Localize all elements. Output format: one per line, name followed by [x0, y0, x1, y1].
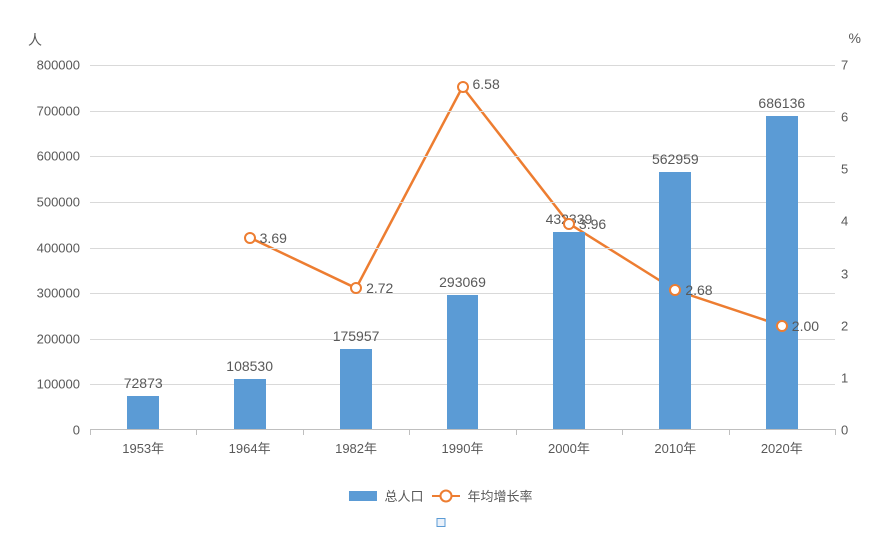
xtick-mark	[622, 429, 623, 435]
legend: 总人口 年均增长率	[348, 486, 532, 505]
bar	[766, 116, 798, 429]
legend-line-label: 年均增长率	[468, 486, 533, 505]
gridline	[90, 202, 835, 203]
gridline	[90, 111, 835, 112]
ytick-right: 7	[841, 58, 881, 73]
xtick-label: 1990年	[442, 438, 484, 457]
xtick-label: 1982年	[335, 438, 377, 457]
gridline	[90, 248, 835, 249]
xtick-mark	[303, 429, 304, 435]
line-value-label: 2.00	[792, 318, 819, 334]
legend-bar-swatch	[348, 491, 376, 501]
xtick-label: 1953年	[122, 438, 164, 457]
ytick-right: 4	[841, 214, 881, 229]
plot-area: 0100000200000300000400000500000600000700…	[90, 65, 835, 430]
xtick-mark	[729, 429, 730, 435]
xtick-mark	[835, 429, 836, 435]
gridline	[90, 156, 835, 157]
line-value-label: 3.96	[579, 216, 606, 232]
legend-line-swatch	[432, 489, 460, 503]
xtick-mark	[516, 429, 517, 435]
line-value-label: 6.58	[473, 76, 500, 92]
bar	[447, 295, 479, 429]
right-axis-title: %	[849, 30, 861, 46]
gridline	[90, 293, 835, 294]
ytick-left: 400000	[0, 240, 80, 255]
line-marker	[457, 81, 469, 93]
bar-value-label: 72873	[124, 375, 163, 391]
xtick-label: 2010年	[654, 438, 696, 457]
bar-value-label: 108530	[226, 358, 273, 374]
bar	[553, 232, 585, 429]
ytick-right: 3	[841, 266, 881, 281]
line-marker	[563, 218, 575, 230]
left-axis-title: 人	[28, 30, 42, 50]
xtick-mark	[196, 429, 197, 435]
ytick-left: 500000	[0, 194, 80, 209]
xtick-label: 2020年	[761, 438, 803, 457]
line-value-label: 2.72	[366, 280, 393, 296]
ytick-left: 800000	[0, 58, 80, 73]
bar	[127, 396, 159, 429]
ytick-left: 200000	[0, 331, 80, 346]
bar-value-label: 175957	[333, 328, 380, 344]
xtick-mark	[409, 429, 410, 435]
legend-bar-label: 总人口	[384, 486, 423, 505]
bar-value-label: 562959	[652, 151, 699, 167]
ytick-left: 600000	[0, 149, 80, 164]
ytick-left: 700000	[0, 103, 80, 118]
bar	[340, 349, 372, 429]
line-marker	[244, 232, 256, 244]
line-marker	[350, 282, 362, 294]
gridline	[90, 65, 835, 66]
ytick-right: 2	[841, 318, 881, 333]
bar-value-label: 293069	[439, 274, 486, 290]
xtick-label: 2000年	[548, 438, 590, 457]
xtick-mark	[90, 429, 91, 435]
footer-glyph-icon	[436, 518, 445, 527]
line-value-label: 2.68	[685, 282, 712, 298]
ytick-right: 5	[841, 162, 881, 177]
combo-chart: 人 % 010000020000030000040000050000060000…	[0, 0, 881, 533]
ytick-right: 6	[841, 110, 881, 125]
xtick-label: 1964年	[229, 438, 271, 457]
line-marker	[776, 320, 788, 332]
ytick-left: 0	[0, 423, 80, 438]
line-value-label: 3.69	[260, 230, 287, 246]
bar	[659, 172, 691, 429]
ytick-left: 300000	[0, 286, 80, 301]
ytick-right: 1	[841, 370, 881, 385]
bar	[234, 379, 266, 429]
bar-value-label: 686136	[758, 95, 805, 111]
ytick-right: 0	[841, 423, 881, 438]
line-marker	[669, 284, 681, 296]
ytick-left: 100000	[0, 377, 80, 392]
